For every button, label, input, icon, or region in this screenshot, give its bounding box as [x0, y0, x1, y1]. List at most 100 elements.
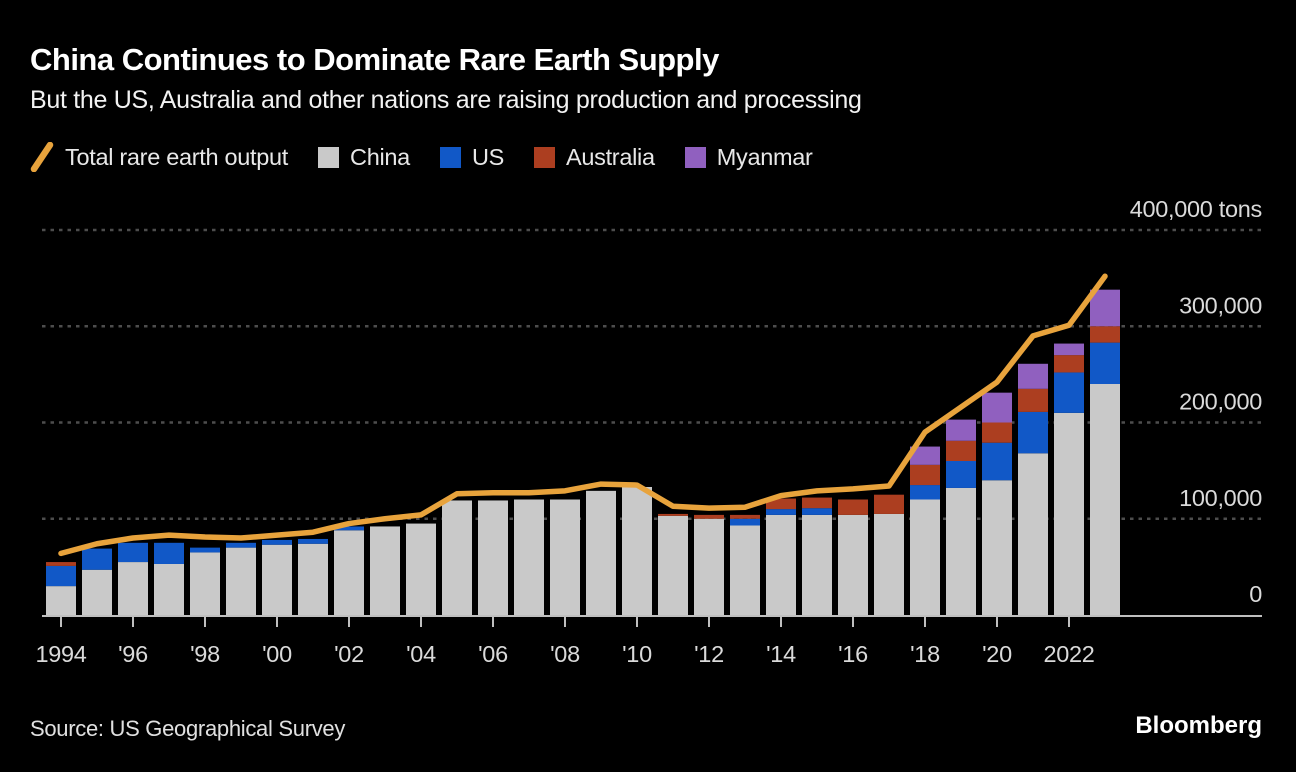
bar-2003-china: [370, 526, 400, 615]
bar-1994-us: [46, 565, 76, 587]
bar-2011-china: [658, 515, 688, 615]
bar-1998-us: [190, 547, 220, 553]
bar-2017-australia: [874, 494, 904, 514]
bar-2005-china: [442, 500, 472, 615]
bar-2020-us: [982, 442, 1012, 481]
bar-2021-australia: [1018, 388, 1048, 412]
bar-2015-china: [802, 514, 832, 615]
bar-2017-china: [874, 513, 904, 615]
bar-2021-us: [1018, 411, 1048, 454]
bar-2000-china: [262, 544, 292, 615]
bar-2014-china: [766, 514, 796, 615]
bar-1995-china: [82, 569, 112, 615]
bar-2020-australia: [982, 422, 1012, 443]
bar-2010-china: [622, 486, 652, 615]
bar-1997-china: [154, 563, 184, 615]
y-tick-label-300000: 300,000: [1179, 292, 1262, 318]
bar-2023-china: [1090, 384, 1120, 615]
bar-2019-us: [946, 461, 976, 488]
bar-2021-myanmar: [1018, 363, 1048, 389]
total-line-swatch-icon: [30, 142, 54, 172]
bar-2016-china: [838, 514, 868, 615]
x-tick-label-2020: '20: [982, 641, 1012, 667]
bar-2004-china: [406, 523, 436, 615]
chart-subtitle: But the US, Australia and other nations …: [30, 86, 862, 114]
bar-1997-us: [154, 542, 184, 564]
bar-1996-us: [118, 542, 148, 563]
bar-2023-australia: [1090, 326, 1120, 343]
x-tick-label-2006: '06: [478, 641, 508, 667]
legend-item-myanmar: Myanmar: [684, 143, 813, 171]
bar-2016-australia: [838, 499, 868, 515]
legend-item-australia: Australia: [533, 143, 655, 171]
y-tick-label-200000: 200,000: [1179, 389, 1262, 415]
bar-2001-china: [298, 543, 328, 615]
x-tick-label-1996: '96: [118, 641, 148, 667]
legend-label: Australia: [565, 143, 655, 170]
bar-2022-us: [1054, 372, 1084, 413]
legend-label: US: [471, 143, 504, 170]
legend-item-us: US: [439, 143, 504, 171]
bar-2023-myanmar: [1090, 289, 1120, 327]
bar-1995-us: [82, 548, 112, 570]
legend-item-china: China: [318, 144, 410, 171]
x-tick-label-2018: '18: [910, 641, 940, 667]
bar-2011-australia: [658, 513, 688, 516]
bar-2001-us: [298, 538, 328, 544]
bar-2008-china: [550, 499, 580, 615]
bar-2022-myanmar: [1054, 343, 1084, 356]
bar-2018-us: [910, 485, 940, 500]
bar-2000-us: [262, 539, 292, 545]
bar-2014-us: [766, 509, 796, 515]
source-note: Source: US Geographical Survey: [30, 716, 346, 741]
x-tick-label-2004: '04: [406, 641, 436, 667]
bar-2019-myanmar: [946, 419, 976, 441]
bar-2023-us: [1090, 342, 1120, 384]
bar-1996-china: [118, 562, 148, 615]
bar-1999-china: [226, 547, 256, 615]
x-tick-label-2008: '08: [550, 641, 580, 667]
bar-2020-china: [982, 480, 1012, 615]
bar-2006-china: [478, 500, 508, 615]
x-tick-label-2014: '14: [766, 641, 796, 667]
bar-2022-china: [1054, 412, 1084, 615]
legend-label: China: [350, 143, 410, 170]
bar-2018-australia: [910, 464, 940, 486]
bloomberg-logo: Bloomberg: [1135, 712, 1262, 739]
bar-2012-china: [694, 518, 724, 615]
x-tick-label-2022: 2022: [1043, 641, 1094, 667]
bar-2015-australia: [802, 497, 832, 509]
x-tick-label-2002: '02: [334, 641, 364, 667]
bar-2013-china: [730, 525, 760, 615]
bar-1999-us: [226, 542, 256, 548]
color-swatch-icon: [533, 146, 555, 168]
y-tick-label-400000: 400,000 tons: [1130, 196, 1262, 222]
bar-2002-china: [334, 530, 364, 615]
bar-1994-china: [46, 586, 76, 615]
x-tick-label-2016: '16: [838, 641, 868, 667]
bar-1998-china: [190, 552, 220, 615]
bar-2018-myanmar: [910, 446, 940, 465]
bar-1994-australia: [46, 562, 76, 566]
bar-2021-china: [1018, 453, 1048, 615]
bar-2009-china: [586, 490, 616, 615]
color-swatch-icon: [318, 146, 340, 168]
bar-2019-china: [946, 487, 976, 615]
legend-label: Myanmar: [716, 143, 813, 170]
bar-2018-china: [910, 499, 940, 615]
bar-2013-australia: [730, 514, 760, 519]
bar-2019-australia: [946, 440, 976, 461]
bar-2022-australia: [1054, 355, 1084, 373]
color-swatch-icon: [684, 146, 706, 168]
y-tick-label-100000: 100,000: [1179, 485, 1262, 511]
x-tick-label-2000: '00: [262, 641, 292, 667]
chart-title: China Continues to Dominate Rare Earth S…: [30, 42, 719, 77]
bar-2013-us: [730, 518, 760, 526]
y-tick-label-0: 0: [1249, 581, 1262, 607]
legend-item-total-rare-earth-output: Total rare earth output: [30, 142, 288, 172]
total-output-line: [58, 273, 1108, 557]
legend-label: Total rare earth output: [65, 143, 289, 170]
bar-2002-us: [334, 526, 364, 531]
bar-2014-australia: [766, 498, 796, 510]
